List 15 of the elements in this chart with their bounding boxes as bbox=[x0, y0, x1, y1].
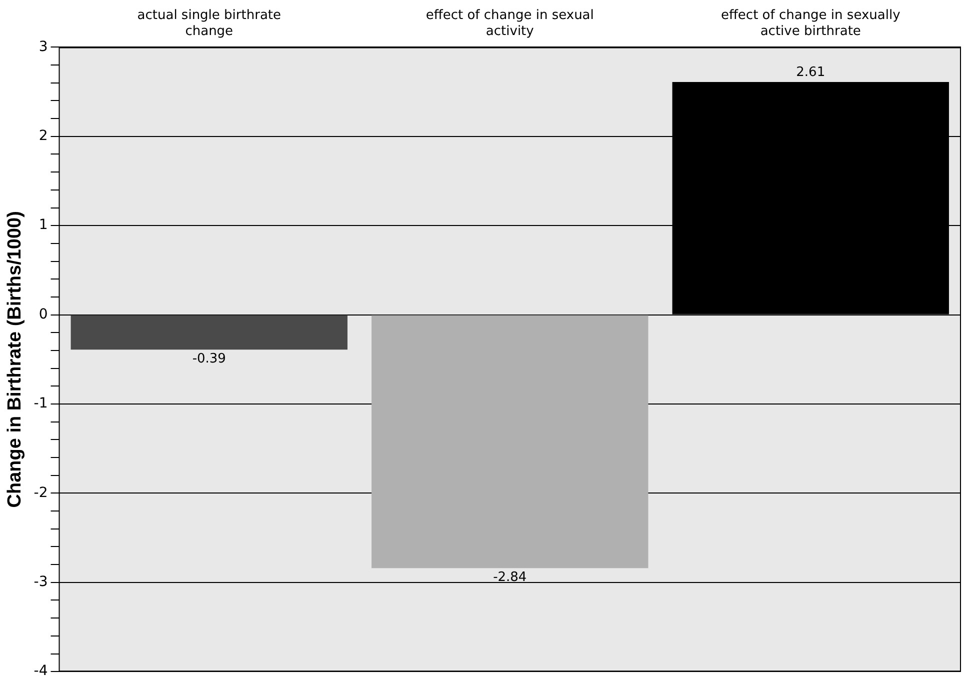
y-tick-label: -2 bbox=[34, 484, 48, 501]
y-tick-label: -4 bbox=[34, 663, 48, 680]
y-tick-label: -1 bbox=[34, 396, 48, 412]
y-tick-label: -3 bbox=[34, 574, 48, 590]
y-tick-label: 0 bbox=[38, 306, 48, 322]
y-tick-label: 2 bbox=[38, 128, 48, 144]
y-tick-label: 3 bbox=[38, 38, 48, 55]
x-tick-label: actual single birthrate change bbox=[137, 8, 281, 39]
x-tick-label: effect of change in sexual activity bbox=[426, 8, 594, 39]
data-label: -0.39 bbox=[192, 351, 226, 366]
data-label: 2.61 bbox=[796, 64, 826, 80]
data-label: -2.84 bbox=[493, 570, 527, 586]
y-axis-title: Change in Birthrate (Births/1000) bbox=[4, 211, 26, 508]
x-tick-label: effect of change in sexually active birthrate bbox=[720, 8, 901, 39]
y-tick-label: 1 bbox=[38, 217, 48, 234]
